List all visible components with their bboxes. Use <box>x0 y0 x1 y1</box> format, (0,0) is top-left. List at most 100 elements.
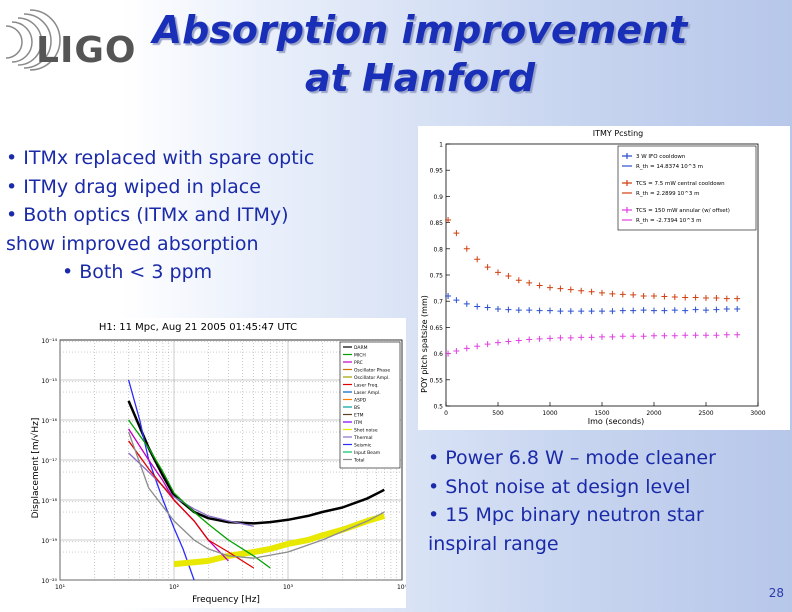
chart1-point <box>474 303 481 310</box>
chart1-point <box>484 264 491 271</box>
chart2-series-line <box>127 379 195 581</box>
chart2-y-tick-label: 10⁻¹⁸ <box>41 498 57 505</box>
chart1-point <box>609 290 616 297</box>
chart2-legend-label: Oscillator Phase <box>354 368 390 374</box>
chart2-x-tick-label: 10² <box>169 584 180 591</box>
chart1-point <box>474 343 481 350</box>
bullet-list-bottom: • Power 6.8 W – mode cleaner • Shot nois… <box>428 444 788 558</box>
chart1-point <box>505 306 512 313</box>
chart1-point <box>692 332 699 339</box>
chart1-point <box>495 306 501 313</box>
chart1-point <box>526 279 533 286</box>
chart1-y-tick-label: 0.75 <box>430 273 444 280</box>
chart2-y-tick-label: 10⁻²⁰ <box>41 578 57 585</box>
bullet-list-top: • ITMx replaced with spare optic • ITMy … <box>6 144 406 287</box>
chart1-point <box>557 285 564 292</box>
itmy-scatter-chart: ITMY Pcsting POY pitch spatsize (mm) Imo… <box>420 129 766 426</box>
chart1-point <box>651 307 657 314</box>
chart1-legend-fit: R_th = 14.8374 10^3 m <box>636 164 703 170</box>
chart1-point <box>682 294 689 301</box>
chart1-legend-marker <box>622 180 632 186</box>
chart1-point <box>588 334 595 341</box>
chart1-point <box>588 308 595 315</box>
chart1-legend: 3 W IFO cooldown R_th = 14.8374 10^3 m TCS… <box>617 145 757 231</box>
chart1-point <box>526 336 533 343</box>
chart2-legend-box <box>339 341 401 469</box>
chart2-series-line <box>128 419 271 569</box>
bullet-item: • ITMy drag wiped in place <box>6 175 261 198</box>
chart2-legend-label: BS <box>354 405 360 411</box>
chart2-series-line <box>128 440 255 569</box>
chart1-point <box>567 286 574 293</box>
bullet-item: • Power 6.8 W – mode cleaner <box>428 447 716 469</box>
h1-noise-spectrum-chart: H1: 11 Mpc, Aug 21 2005 01:45:47 UTC Dis… <box>30 322 408 605</box>
chart1-x-ticks: 0 500 1000 1500 2000 2500 3000 <box>444 402 766 417</box>
chart2-x-tick-label: 10⁴ <box>397 584 406 591</box>
chart1-point <box>609 333 616 340</box>
chart2-legend-label: Oscillator Ampl. <box>354 375 390 381</box>
chart1-point <box>495 269 501 276</box>
chart1-x-tick-label: 500 <box>492 410 504 417</box>
chart2-ylabel: Displacement [m/√Hz] <box>30 418 41 519</box>
chart1-point <box>557 308 564 315</box>
chart2-series-line <box>173 513 386 568</box>
chart1-y-tick-label: 0.85 <box>430 220 444 227</box>
chart1-point <box>640 333 647 340</box>
chart2-y-tick-label: 10⁻¹⁶ <box>41 418 57 425</box>
chart1-point <box>578 287 585 294</box>
chart1-x-tick-label: 2000 <box>646 410 661 417</box>
chart1-point <box>682 332 689 339</box>
chart1-point <box>651 332 657 339</box>
chart2-legend-label: Laser Freq. <box>354 383 379 389</box>
chart1-point <box>703 295 709 302</box>
chart1-y-tick-label: 0.5 <box>433 404 443 411</box>
chart1-legend-label: 3 W IFO cooldown <box>636 154 686 160</box>
chart2-title: H1: 11 Mpc, Aug 21 2005 01:45:47 UTC <box>99 322 297 333</box>
chart1-point <box>515 277 522 284</box>
chart1-x-tick-label: 2500 <box>698 410 713 417</box>
chart1-point <box>526 307 533 314</box>
chart1-point <box>463 300 470 307</box>
chart1-legend-label: TCS = 7.5 mW central cooldown <box>635 181 725 187</box>
chart2-y-ticks: 10⁻²⁰ 10⁻¹⁹ 10⁻¹⁸ 10⁻¹⁷ 10⁻¹⁶ 10⁻¹⁵ 10⁻¹⁴ <box>41 338 57 585</box>
chart2-xlabel: Frequency [Hz] <box>192 595 260 605</box>
chart1-point <box>453 347 460 354</box>
chart1-point <box>484 304 491 311</box>
chart2-legend-label: ASPD <box>354 398 367 404</box>
page-number: 28 <box>768 586 784 600</box>
bullet-item: show improved absorption <box>6 232 259 255</box>
chart1-point <box>536 307 543 314</box>
chart1-point <box>505 273 512 280</box>
chart2-series-line <box>128 452 254 527</box>
chart1-point <box>505 338 512 345</box>
chart1-x-tick-label: 0 <box>444 410 448 417</box>
chart2-legend-label: Seismic <box>354 443 372 449</box>
chart1-point <box>547 335 553 342</box>
chart1-point <box>515 307 522 314</box>
chart1-ylabel: POY pitch spatsize (mm) <box>420 295 429 393</box>
chart1-point <box>734 306 741 313</box>
chart1-point <box>661 293 668 300</box>
chart2-y-tick-label: 10⁻¹⁴ <box>41 338 57 345</box>
chart1-y-tick-label: 0.65 <box>430 325 444 332</box>
chart1-point <box>588 288 595 295</box>
chart2-legend-label: ETM <box>354 413 364 419</box>
chart2-y-tick-label: 10⁻¹⁵ <box>41 378 57 385</box>
chart1-y-tick-label: 0.55 <box>430 377 444 384</box>
chart1-legend-box <box>617 145 757 231</box>
chart1-point <box>713 306 720 313</box>
chart2-legend-label: PRC <box>354 360 363 366</box>
chart1-point <box>547 307 553 314</box>
chart1-point <box>445 292 452 299</box>
chart1-point <box>692 306 699 313</box>
chart2-y-tick-label: 10⁻¹⁹ <box>41 538 57 545</box>
logo-text: LIGO <box>36 30 137 71</box>
chart2-x-tick-label: 10³ <box>283 584 294 591</box>
title-line-2: at Hanford <box>304 56 536 100</box>
chart1-point <box>630 333 637 340</box>
slide-title: Absorption improvement at Hanford <box>130 6 710 102</box>
chart1-point <box>703 332 709 339</box>
chart2-legend-label: Shot noise <box>354 428 378 434</box>
chart1-point <box>682 307 689 314</box>
